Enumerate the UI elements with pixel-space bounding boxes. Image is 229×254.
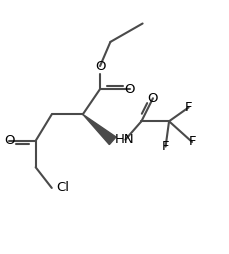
Polygon shape: [82, 114, 116, 145]
Text: O: O: [4, 134, 14, 147]
Text: F: F: [161, 140, 169, 153]
Text: F: F: [188, 135, 195, 148]
Text: O: O: [94, 59, 105, 73]
Text: O: O: [147, 92, 158, 105]
Text: O: O: [124, 83, 135, 96]
Text: HN: HN: [114, 133, 134, 146]
Text: F: F: [184, 101, 191, 114]
Text: Cl: Cl: [56, 181, 69, 195]
